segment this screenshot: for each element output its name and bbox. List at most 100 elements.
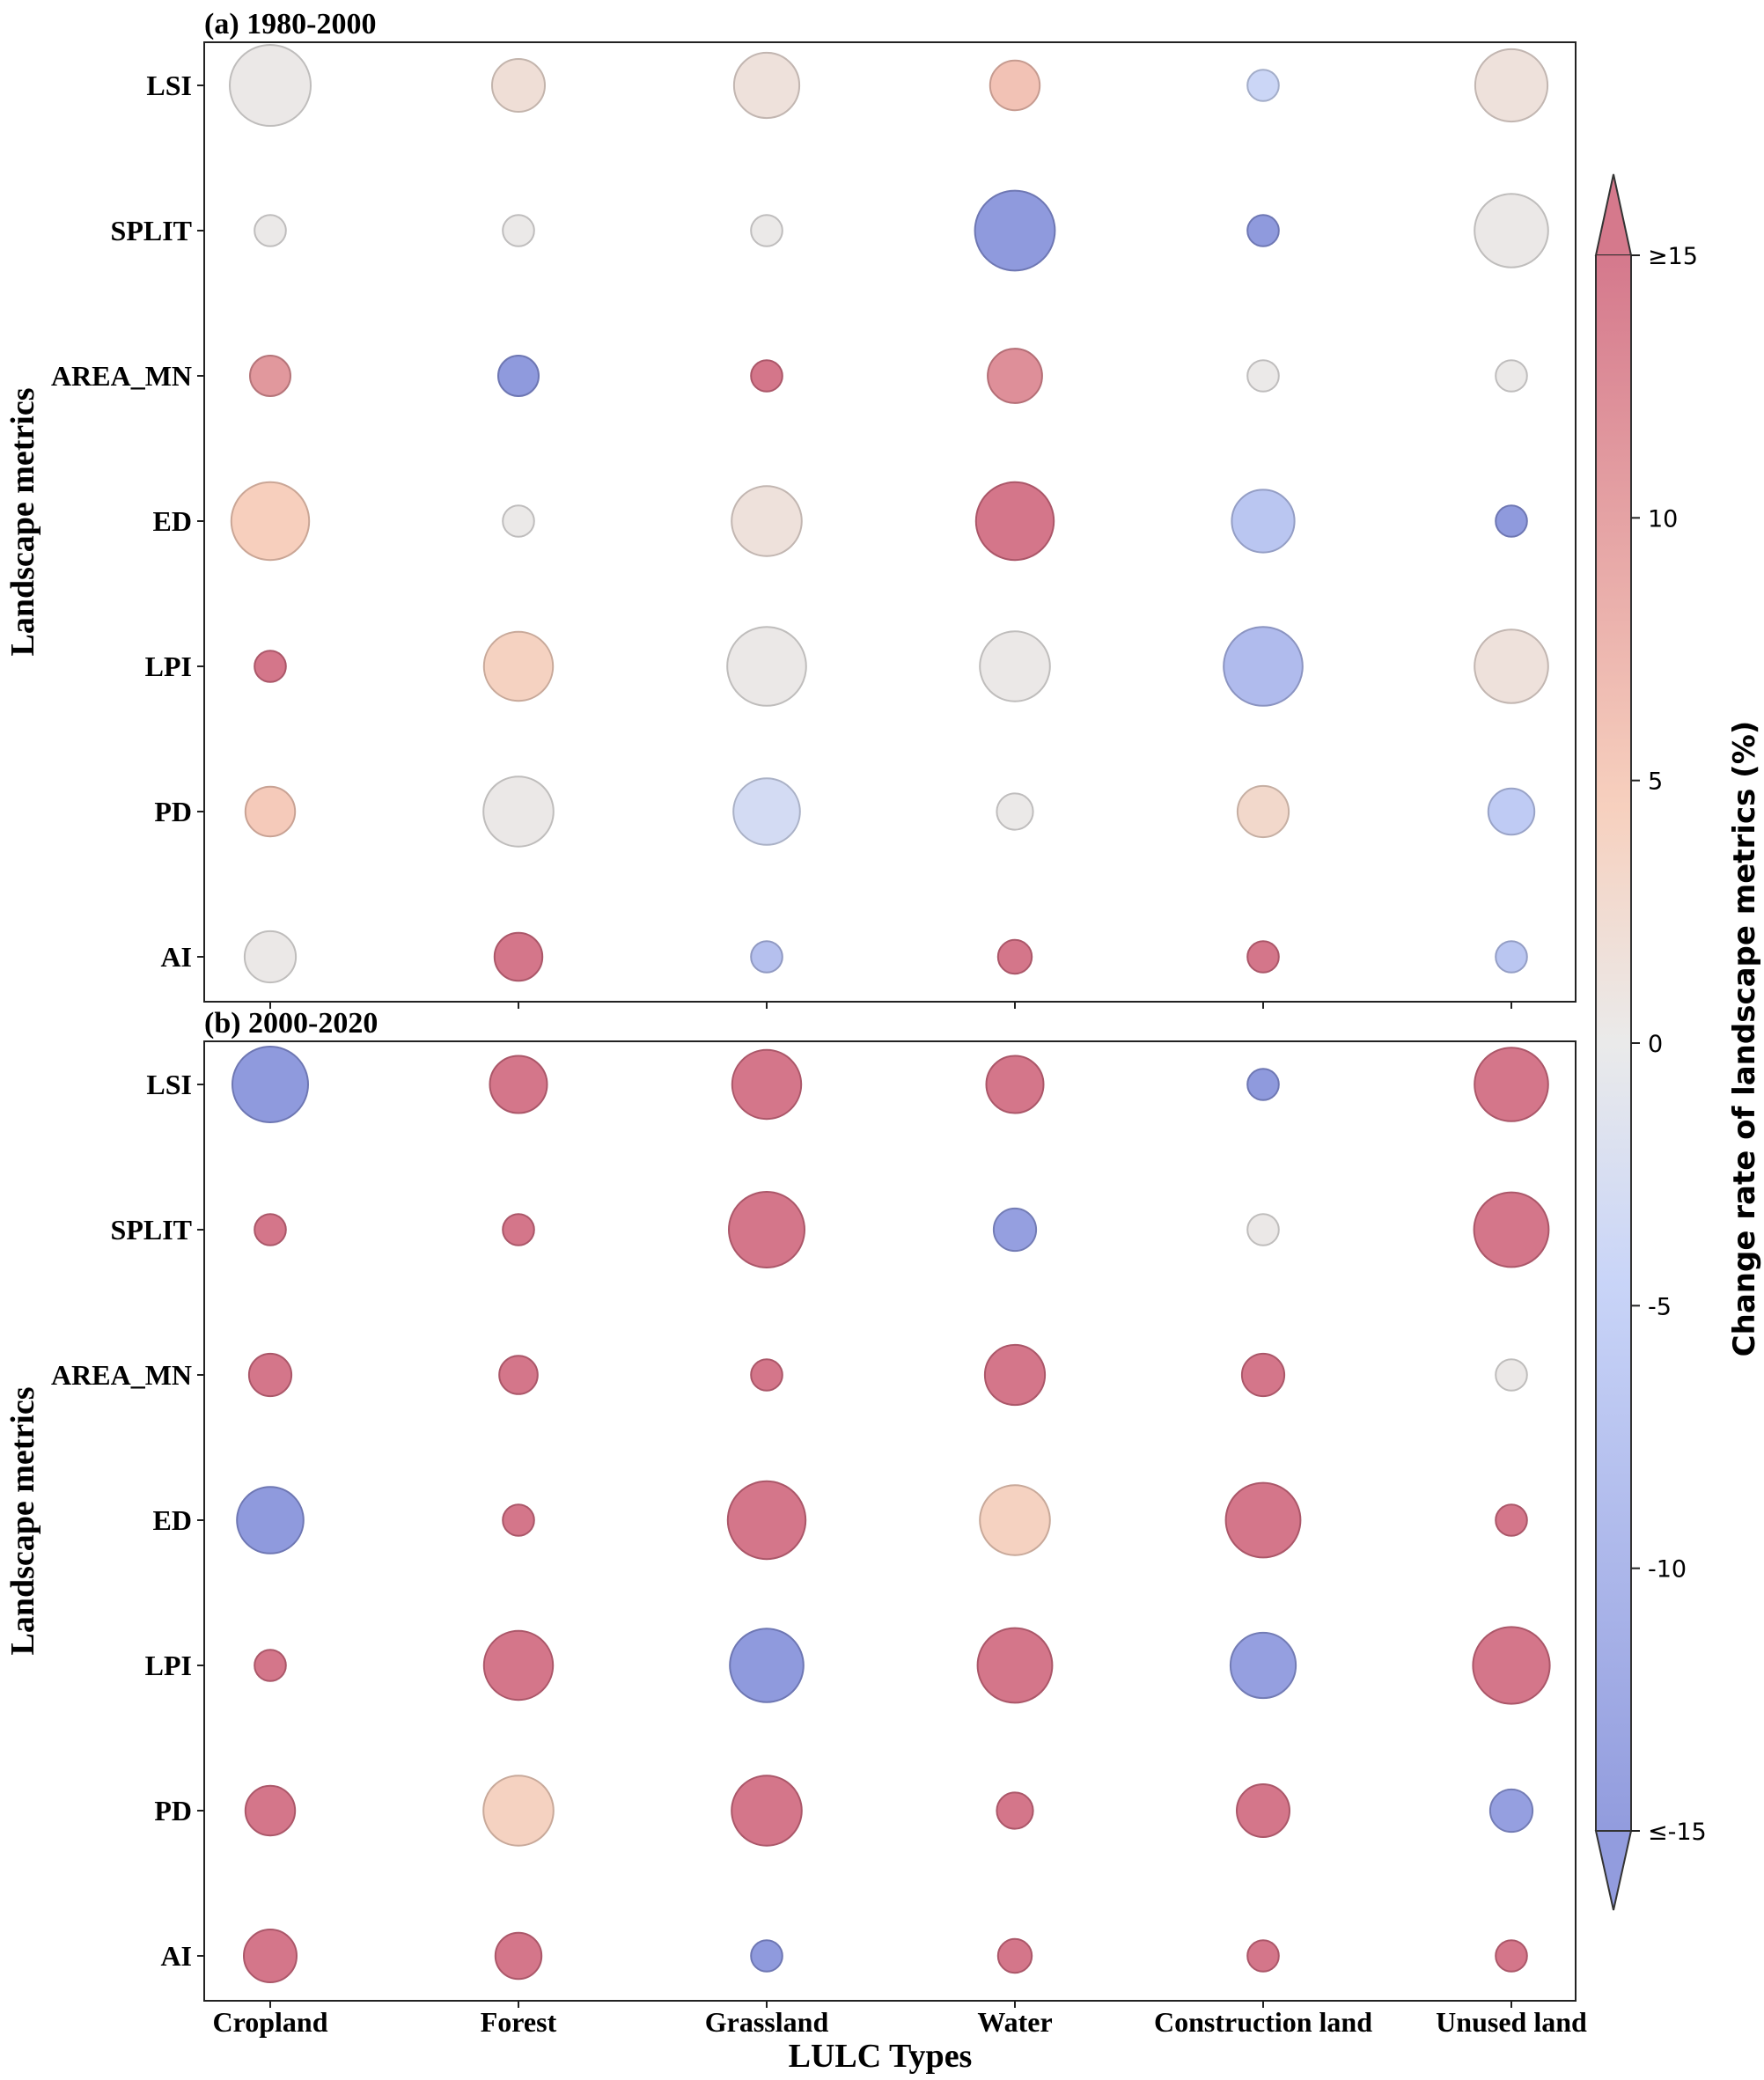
bubble-ed-construction-land [1224,1481,1302,1559]
bubble-lpi-water [979,630,1051,702]
bubble-lsi-construction-land [1246,69,1280,102]
bubble-ed-forest [502,1503,535,1537]
bubble-lpi-grassland [726,626,807,707]
bubble-lpi-cropland [254,1649,287,1682]
bubble-split-water [992,1207,1038,1253]
y-tick-label: AREA_MN [51,1359,192,1391]
bubble-lpi-cropland [254,650,287,683]
bubble-lpi-unused-land [1474,628,1549,704]
bubble-ed-water [979,1484,1051,1556]
colorbar-tick-label: ≥15 [1648,243,1698,270]
colorbar: ≥15 10 5 0 -5 -10 ≤-15 Change rate of landscap… [1594,173,1762,1911]
bubble-split-construction-land [1246,214,1280,247]
colorbar-extend-min [1594,1830,1633,1911]
panel-title: (a) 1980-2000 [204,8,376,40]
panel-title: (b) 2000-2020 [204,1007,378,1040]
panel-b: (b) 2000-2020 LSI SPLIT AREA_MN ED LPI PD AI Lan… [4,1007,1577,2008]
bubble-lpi-grassland [729,1628,805,1703]
bubble-area-mn-cropland [247,1352,293,1398]
bubble-pd-grassland [732,777,801,846]
y-tick-label: LSI [146,1069,192,1100]
bubble-ed-unused-land [1495,504,1528,538]
y-tick-label: SPLIT [111,1214,192,1246]
colorbar-tick-label: ≤-15 [1648,1819,1707,1846]
bubble-lsi-forest [491,58,546,113]
bubble-pd-cropland [244,1784,297,1837]
bubble-split-unused-land [1473,1191,1550,1268]
bubble-split-forest [502,214,535,247]
bubble-area-mn-grassland [750,359,783,393]
bubble-ai-unused-land [1495,1939,1528,1973]
bubble-area-mn-unused-land [1495,359,1528,393]
y-tick-label: AI [160,1940,192,1972]
panel-a: (a) 1980-2000 LSI SPLIT AREA_MN ED LPI PD AI Lan… [4,8,1577,1009]
bubble-lpi-forest [482,1629,555,1701]
bubble-ed-grassland [726,1480,807,1561]
bubble-ed-unused-land [1495,1503,1528,1537]
bubble-split-cropland [254,214,287,247]
y-tick-label: PD [154,1795,192,1826]
bubble-area-mn-cropland [249,355,291,397]
bubble-area-mn-construction-land [1240,1352,1286,1398]
y-tick-label: LPI [145,650,192,682]
bubble-pd-grassland [731,1775,803,1847]
y-axis-label: Landscape metrics [4,1386,41,1655]
bubble-lsi-water [985,1055,1045,1114]
bubble-area-mn-grassland [750,1358,783,1392]
colorbar-tick-label: 0 [1648,1031,1663,1058]
bubble-split-water [974,189,1056,272]
colorbar-gradient [1596,255,1631,1831]
bubble-pd-construction-land [1236,1783,1290,1838]
bubble-pd-unused-land [1487,787,1536,836]
bubble-ed-construction-land [1231,489,1296,554]
y-axis-label: Landscape metrics [4,387,41,656]
bubble-lpi-unused-land [1472,1626,1551,1705]
bubble-ai-grassland [750,1939,783,1973]
bubble-lsi-unused-land [1474,1047,1549,1122]
bubble-split-grassland [750,214,783,247]
x-tick-label: Forest [481,2006,557,2038]
colorbar-tick-label: 10 [1648,505,1678,533]
bubble-ai-water [996,938,1033,975]
y-tick-label: ED [153,1504,192,1536]
bubble-split-grassland [728,1191,805,1268]
bubble-split-construction-land [1246,1213,1280,1246]
bubble-area-mn-unused-land [1495,1358,1528,1392]
bubble-pd-forest [482,775,555,848]
colorbar-extend-max [1594,173,1633,256]
y-tick-label: LSI [146,70,192,101]
x-tick-label: Grassland [705,2006,829,2038]
bubble-ed-cropland [236,1486,305,1554]
x-axis-label: LULC Types [789,2038,973,2075]
bubble-area-mn-forest [498,1355,539,1395]
bubble-ai-cropland [243,1929,298,1983]
y-tick-label: AI [160,941,192,973]
bubble-lsi-cropland [232,1046,309,1123]
bubble-ed-forest [502,504,535,538]
bubble-lpi-construction-land [1229,1631,1297,1700]
bubble-lsi-unused-land [1474,48,1549,123]
y-tick-label: LPI [145,1650,192,1681]
bubble-ed-grassland [731,485,803,557]
bubble-split-unused-land [1474,193,1549,268]
bubble-lpi-forest [482,630,555,702]
bubble-lsi-water [989,59,1041,112]
bubble-lsi-construction-land [1246,1068,1280,1101]
bubble-ai-forest [494,1931,543,1981]
x-tick-label: Water [977,2006,1052,2038]
colorbar-tick-label: -5 [1648,1293,1672,1320]
bubble-ai-construction-land [1246,1939,1280,1973]
bubble-split-cropland [254,1213,287,1246]
bubble-lsi-grassland [732,51,801,120]
bubble-area-mn-construction-land [1246,359,1280,393]
colorbar-label: Change rate of landscape metrics (%) [1727,721,1762,1357]
bubble-lpi-water [976,1627,1054,1704]
bubble-ai-construction-land [1246,940,1280,974]
bubble-lsi-grassland [731,1048,803,1121]
bubble-area-mn-water [987,348,1043,404]
bubble-lpi-construction-land [1223,626,1304,707]
bubble-ai-forest [493,931,544,982]
colorbar-ticks: ≥15 10 5 0 -5 -10 ≤-15 [1631,243,1707,1846]
bubble-ai-cropland [243,930,298,984]
